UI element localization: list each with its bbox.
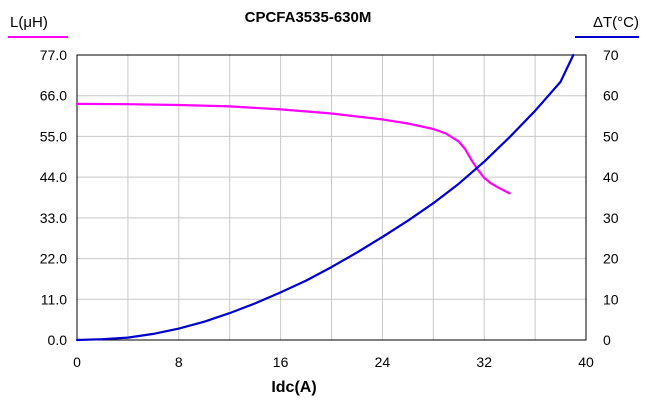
y-left-tick-label: 77.0 [40,47,67,63]
x-tick-label: 24 [375,354,391,370]
y-right-tick-label: 20 [603,251,619,267]
y-left-tick-label: 11.0 [41,291,67,307]
x-tick-label: 32 [476,354,492,370]
y-right-tick-label: 30 [603,210,619,226]
x-tick-labels: 0 8 16 24 32 40 [73,354,594,370]
y-right-tick-labels: 0 10 20 30 40 50 60 70 [603,47,619,348]
inductance-series-line [75,102,511,195]
chart-title: CPCFA3535-630M [245,9,372,26]
y-right-tick-label: 40 [603,169,619,185]
y-left-tick-label: 0.0 [48,332,68,348]
y-right-tick-label: 50 [603,128,619,144]
x-axis-label: Idc(A) [271,379,316,396]
y-left-tick-labels: 0.0 11.0 22.0 33.0 44.0 55.0 66.0 77.0 [40,47,67,348]
y-right-tick-label: 10 [603,291,619,307]
x-tick-label: 16 [273,354,289,370]
x-tick-label: 0 [73,354,81,370]
y-right-tick-label: 60 [603,88,619,104]
y-right-tick-label: 0 [603,332,611,348]
series-layer [75,53,575,342]
x-tick-label: 40 [578,354,594,370]
grid-lines [77,55,586,340]
x-tick-label: 8 [175,354,183,370]
y-left-tick-label: 44.0 [40,169,67,185]
y-left-tick-label: 55.0 [40,128,67,144]
y-left-tick-label: 66.0 [40,88,67,104]
y-right-axis-label: ΔT(°C) [593,14,639,31]
plot-area-frame [76,54,587,341]
y-left-axis-label: L(μH) [10,14,48,31]
y-left-tick-label: 22.0 [40,251,67,267]
temperature-rise-series-line [75,53,575,342]
y-right-tick-label: 70 [603,47,619,63]
y-left-tick-label: 33.0 [40,210,67,226]
